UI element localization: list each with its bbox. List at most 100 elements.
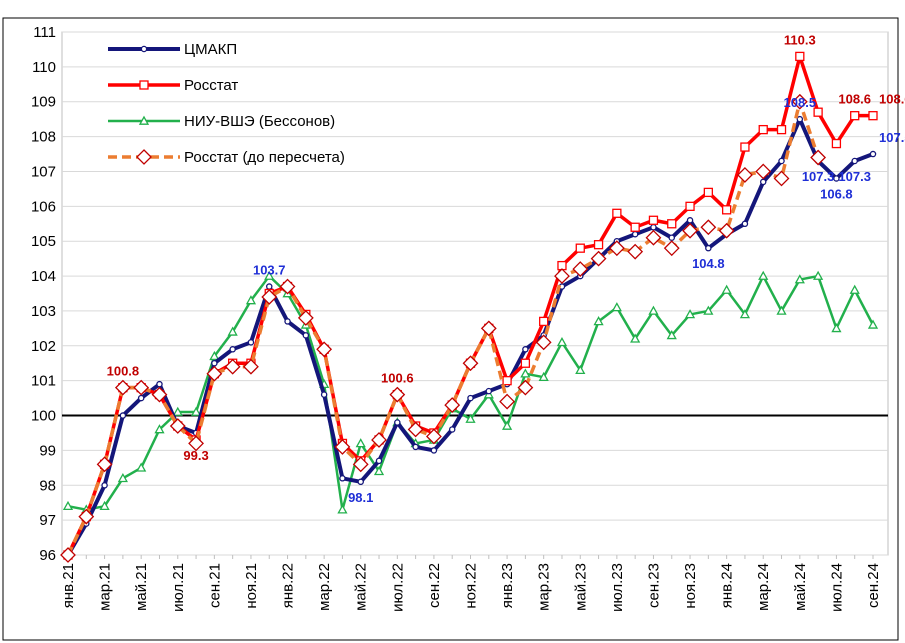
point-marker bbox=[462, 355, 479, 372]
point-marker bbox=[650, 224, 657, 231]
point-marker bbox=[703, 187, 713, 198]
legend-marker bbox=[136, 149, 152, 165]
point-marker bbox=[156, 380, 163, 388]
point-marker bbox=[316, 341, 333, 358]
x-tick-label: май.23 bbox=[572, 563, 589, 611]
point-marker bbox=[337, 504, 348, 514]
point-marker bbox=[99, 500, 110, 511]
point-marker bbox=[520, 358, 531, 368]
point-marker bbox=[297, 309, 314, 326]
point-marker bbox=[648, 215, 659, 225]
data-label: 106.8 bbox=[820, 186, 853, 201]
point-marker bbox=[773, 170, 790, 187]
point-marker bbox=[572, 261, 589, 278]
point-marker bbox=[850, 111, 860, 121]
point-marker bbox=[444, 397, 461, 413]
data-label: 99.3 bbox=[183, 448, 208, 463]
series-2 bbox=[62, 270, 879, 514]
point-marker bbox=[631, 230, 639, 238]
x-tick-label: мар.24 bbox=[755, 563, 772, 611]
data-label: 100.8 bbox=[107, 364, 140, 379]
point-marker bbox=[794, 274, 805, 284]
point-marker bbox=[117, 472, 128, 483]
point-marker bbox=[78, 508, 95, 525]
y-tick-label: 98 bbox=[39, 477, 56, 494]
point-marker bbox=[758, 124, 768, 135]
point-marker bbox=[535, 334, 552, 351]
point-marker bbox=[485, 387, 493, 395]
y-tick-label: 111 bbox=[33, 24, 56, 41]
point-marker bbox=[373, 465, 385, 476]
point-marker bbox=[389, 386, 406, 403]
point-marker bbox=[869, 150, 877, 158]
point-marker bbox=[261, 289, 278, 305]
legend-label: Росстат bbox=[184, 77, 238, 94]
point-marker bbox=[831, 323, 842, 333]
x-tick-label: май.22 bbox=[353, 563, 370, 611]
point-marker bbox=[522, 346, 529, 353]
point-marker bbox=[705, 244, 712, 252]
point-marker bbox=[499, 393, 516, 410]
point-marker bbox=[448, 426, 456, 433]
point-marker bbox=[684, 309, 696, 319]
point-marker bbox=[718, 222, 735, 239]
y-tick-label: 105 bbox=[31, 233, 56, 250]
point-marker bbox=[430, 447, 438, 454]
point-marker bbox=[264, 270, 275, 280]
point-marker bbox=[539, 316, 549, 327]
point-marker bbox=[737, 167, 753, 183]
point-marker bbox=[703, 305, 714, 315]
point-marker bbox=[502, 376, 512, 386]
point-marker bbox=[154, 424, 165, 434]
data-label: 104.8 bbox=[692, 256, 725, 271]
point-marker bbox=[611, 302, 622, 312]
point-marker bbox=[590, 250, 607, 267]
point-marker bbox=[334, 438, 351, 455]
point-marker bbox=[302, 332, 310, 339]
point-marker bbox=[791, 93, 808, 110]
point-marker bbox=[686, 217, 694, 224]
y-tick-label: 103 bbox=[31, 303, 56, 320]
data-label: 107.5 bbox=[879, 130, 905, 145]
x-tick-label: ноя.21 bbox=[243, 563, 260, 609]
y-tick-label: 104 bbox=[31, 268, 56, 285]
point-marker bbox=[740, 142, 750, 152]
legend-label: ЦМАКП bbox=[184, 41, 237, 58]
point-marker bbox=[284, 318, 291, 325]
point-marker bbox=[224, 358, 241, 375]
y-tick-label: 107 bbox=[31, 163, 56, 180]
x-tick-label: май.24 bbox=[792, 563, 809, 611]
point-marker bbox=[520, 368, 531, 378]
series-3 bbox=[60, 93, 827, 563]
x-tick-label: июл.23 bbox=[609, 563, 626, 612]
point-marker bbox=[101, 482, 108, 489]
point-marker bbox=[648, 305, 659, 315]
point-marker bbox=[612, 208, 622, 218]
point-marker bbox=[96, 456, 113, 473]
point-marker bbox=[593, 316, 604, 326]
legend-label: Росстат (до пересчета) bbox=[184, 149, 345, 166]
point-marker bbox=[467, 394, 474, 402]
point-marker bbox=[243, 358, 259, 375]
point-marker bbox=[209, 350, 220, 361]
plot-area bbox=[61, 31, 889, 556]
point-marker bbox=[868, 111, 878, 121]
point-marker bbox=[776, 124, 787, 135]
y-tick-label: 100 bbox=[31, 408, 56, 425]
point-marker bbox=[810, 149, 827, 166]
point-marker bbox=[741, 220, 749, 228]
data-label: 108.6 bbox=[838, 92, 871, 107]
x-tick-label: сен.23 bbox=[645, 563, 662, 608]
point-marker bbox=[682, 222, 698, 239]
point-marker bbox=[666, 330, 677, 340]
point-marker bbox=[190, 406, 202, 416]
x-tick-label: июл.22 bbox=[389, 563, 406, 612]
point-marker bbox=[119, 412, 127, 419]
x-tick-label: ноя.23 bbox=[682, 563, 699, 609]
legend-marker bbox=[139, 80, 149, 90]
point-marker bbox=[407, 421, 424, 438]
point-marker bbox=[667, 219, 677, 229]
point-marker bbox=[685, 201, 695, 211]
data-label: 108.6 bbox=[879, 92, 905, 107]
point-marker bbox=[480, 320, 497, 337]
